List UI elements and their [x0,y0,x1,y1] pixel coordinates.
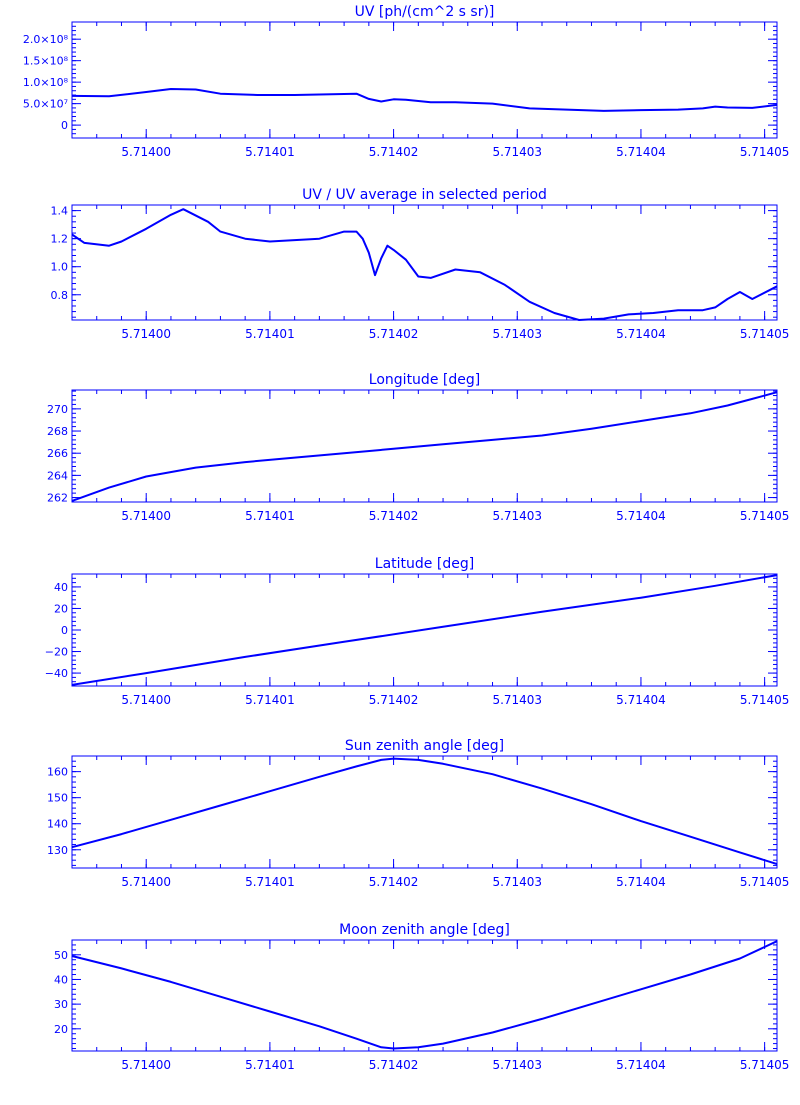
x-tick-label: 5.71401 [245,327,295,341]
series-line [71,940,778,1050]
y-tick-label: 40 [54,581,68,594]
x-tick-label: 5.71400 [121,145,171,159]
x-tick-label: 5.71403 [492,327,542,341]
x-tick-label: 5.71400 [121,693,171,707]
y-tick-label: 140 [47,818,68,831]
x-tick-label: 5.71405 [740,145,790,159]
chart-title: Latitude [deg] [375,556,474,572]
y-tick-label: 262 [47,492,68,505]
x-tick-label: 5.71403 [492,145,542,159]
chart-title: Longitude [deg] [369,372,480,388]
y-tick-label: 130 [47,844,68,857]
y-tick-label: 0.8 [51,289,69,302]
x-tick-label: 5.71402 [369,509,419,523]
x-tick-label: 5.71401 [245,145,295,159]
x-tick-label: 5.71401 [245,1058,295,1072]
y-tick-label: 20 [54,602,68,615]
series-line [71,757,778,866]
chart-title: Sun zenith angle [deg] [345,738,504,754]
series-line [71,88,778,112]
x-tick-label: 5.71402 [369,693,419,707]
x-tick-label: 5.71403 [492,875,542,889]
y-tick-label: 270 [47,403,68,416]
chart-title: Moon zenith angle [deg] [339,922,510,938]
plot-frame [71,204,778,321]
y-tick-label: 1.0 [51,261,69,274]
x-tick-label: 5.71402 [369,1058,419,1072]
x-tick-label: 5.71404 [616,875,666,889]
y-tick-label: 5.0×10⁷ [23,98,68,111]
series-line [71,391,778,502]
y-tick-label: 50 [54,949,68,962]
series-line [71,574,778,686]
y-tick-label: 1.5×10⁸ [23,55,69,68]
x-tick-label: 5.71405 [740,509,790,523]
y-tick-label: 30 [54,998,68,1011]
y-tick-label: 20 [54,1023,68,1036]
x-tick-label: 5.71401 [245,509,295,523]
y-tick-label: 150 [47,792,68,805]
x-tick-label: 5.71404 [616,509,666,523]
x-tick-label: 5.71400 [121,875,171,889]
y-tick-label: 1.0×10⁸ [23,76,69,89]
y-tick-label: 264 [47,469,68,482]
plot-frame [71,389,778,503]
chart-title: UV [ph/(cm^2 s sr)] [355,4,495,20]
x-tick-label: 5.71404 [616,327,666,341]
y-tick-label: 0 [61,624,68,637]
series-line [71,208,778,321]
y-tick-label: 268 [47,425,68,438]
x-tick-label: 5.71405 [740,693,790,707]
y-tick-label: −40 [45,667,68,680]
x-tick-label: 5.71404 [616,145,666,159]
x-tick-label: 5.71402 [369,875,419,889]
y-tick-label: 266 [47,447,68,460]
x-tick-label: 5.71405 [740,1058,790,1072]
x-tick-label: 5.71404 [616,693,666,707]
x-tick-label: 5.71405 [740,875,790,889]
x-tick-label: 5.71405 [740,327,790,341]
x-tick-label: 5.71400 [121,327,171,341]
plot-frame [71,21,778,139]
x-tick-label: 5.71404 [616,1058,666,1072]
y-tick-label: 1.2 [51,233,69,246]
y-tick-label: 40 [54,973,68,986]
y-tick-label: −20 [45,646,68,659]
plot-frame [71,939,778,1052]
y-tick-label: 160 [47,766,68,779]
plot-frame [71,755,778,869]
y-tick-label: 0 [61,119,68,132]
x-tick-label: 5.71400 [121,509,171,523]
x-tick-label: 5.71403 [492,1058,542,1072]
x-tick-label: 5.71400 [121,1058,171,1072]
x-tick-label: 5.71403 [492,693,542,707]
y-tick-label: 1.4 [51,205,69,218]
x-tick-label: 5.71401 [245,693,295,707]
x-tick-label: 5.71401 [245,875,295,889]
y-tick-label: 2.0×10⁸ [23,33,69,46]
x-tick-label: 5.71403 [492,509,542,523]
x-tick-label: 5.71402 [369,327,419,341]
x-tick-label: 5.71402 [369,145,419,159]
chart-title: UV / UV average in selected period [302,187,547,203]
